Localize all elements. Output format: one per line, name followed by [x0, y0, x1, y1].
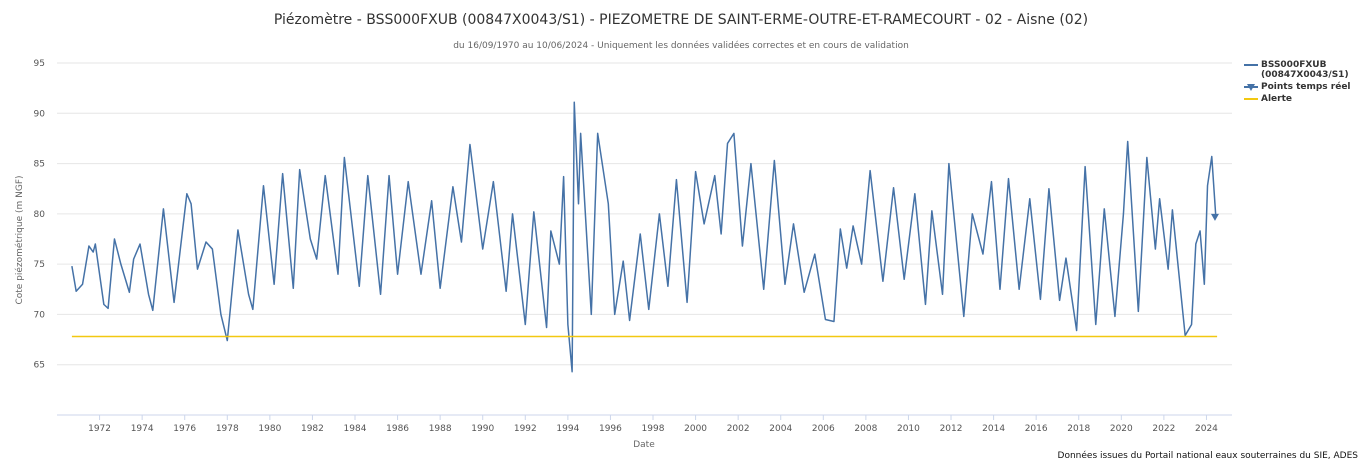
plot-area [57, 63, 1232, 415]
legend-item[interactable]: Points temps réel [1244, 82, 1354, 92]
chart-title: Piézomètre - BSS000FXUB (00847X0043/S1) … [274, 12, 1088, 28]
y-tick-label: 70 [34, 310, 46, 320]
x-tick-label: 1982 [301, 424, 324, 434]
x-tick-label: 2006 [812, 424, 835, 434]
x-tick-label: 2014 [982, 424, 1005, 434]
realtime-point [1210, 213, 1219, 221]
x-tick-label: 2010 [897, 424, 920, 434]
legend-marker [1247, 84, 1255, 91]
legend-symbol [1244, 64, 1258, 66]
chart-subtitle: du 16/09/1970 au 10/06/2024 - Uniquement… [453, 40, 909, 51]
x-tick-label: 1994 [556, 424, 579, 434]
source-note: Données issues du Portail national eaux … [1058, 450, 1359, 461]
legend-item[interactable]: Alerte [1244, 94, 1354, 104]
x-tick-label: 1976 [173, 424, 196, 434]
x-tick-label: 1974 [131, 424, 154, 434]
x-tick-label: 1988 [429, 424, 452, 434]
legend-item[interactable]: BSS000FXUB (00847X0043/S1) [1244, 60, 1354, 80]
x-tick-label: 1972 [88, 424, 111, 434]
x-tick-label: 1984 [344, 424, 367, 434]
x-axis-label: Date [633, 440, 655, 450]
x-tick-label: 2018 [1067, 424, 1090, 434]
y-tick-label: 85 [34, 160, 45, 170]
y-tick-label: 90 [34, 109, 46, 119]
x-tick-label: 1996 [599, 424, 622, 434]
x-tick-label: 2020 [1110, 424, 1133, 434]
x-tick-label: 1990 [471, 424, 494, 434]
y-axis-label: Cote piézométrique (m NGF) [14, 175, 25, 304]
legend-label: Alerte [1261, 94, 1292, 104]
legend-label: BSS000FXUB (00847X0043/S1) [1261, 60, 1349, 80]
legend-symbol [1244, 84, 1258, 91]
y-tick-label: 65 [34, 361, 45, 371]
y-tick-label: 80 [34, 210, 46, 220]
x-tick-label: 1978 [216, 424, 239, 434]
x-tick-label: 2012 [940, 424, 963, 434]
legend-label: Points temps réel [1261, 82, 1351, 92]
y-tick-label: 75 [34, 260, 45, 270]
x-tick-label: 2024 [1195, 424, 1218, 434]
x-tick-label: 2000 [684, 424, 707, 434]
x-tick-label: 1998 [642, 424, 665, 434]
legend: BSS000FXUB (00847X0043/S1) Points temps r… [1244, 60, 1354, 106]
x-tick-label: 2022 [1152, 424, 1175, 434]
x-tick-label: 1986 [386, 424, 409, 434]
legend-symbol [1244, 98, 1258, 100]
x-tick-label: 2016 [1025, 424, 1048, 434]
x-tick-label: 2004 [769, 424, 792, 434]
x-tick-label: 1980 [258, 424, 281, 434]
x-tick-label: 2002 [727, 424, 750, 434]
x-tick-label: 1992 [514, 424, 537, 434]
x-tick-label: 2008 [854, 424, 877, 434]
y-tick-label: 95 [34, 59, 45, 69]
